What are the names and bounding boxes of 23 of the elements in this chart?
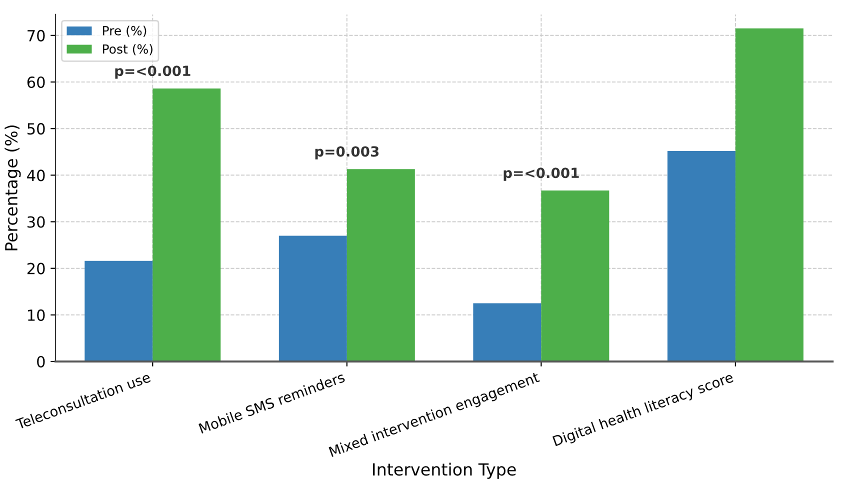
annotation: p=<0.001 bbox=[115, 66, 190, 79]
legend-label: Pre (%) bbox=[102, 26, 146, 37]
y-axis-title: Percentage (%) bbox=[4, 125, 21, 250]
bar bbox=[278, 236, 347, 362]
y-tick-label: 50 bbox=[28, 123, 45, 135]
bar bbox=[84, 260, 153, 362]
y-tick-label: 60 bbox=[27, 76, 45, 88]
x-axis-title: Intervention Type bbox=[373, 462, 516, 479]
y-tick-label: 70 bbox=[28, 30, 45, 42]
y-tick-label: 40 bbox=[27, 170, 45, 182]
legend-label: Post (%) bbox=[102, 44, 152, 56]
annotation: p=<0.001 bbox=[504, 168, 579, 181]
y-tick-label: 10 bbox=[28, 309, 45, 321]
y-tick-label: 20 bbox=[27, 262, 45, 274]
y-tick-label: 30 bbox=[28, 216, 45, 228]
bar bbox=[541, 190, 610, 362]
bar bbox=[735, 28, 804, 362]
bar bbox=[667, 150, 736, 362]
y-tick-label: 0 bbox=[37, 356, 45, 368]
bar bbox=[473, 303, 542, 362]
bar bbox=[346, 169, 415, 362]
bar bbox=[152, 88, 221, 362]
annotation: p=0.003 bbox=[315, 146, 379, 160]
